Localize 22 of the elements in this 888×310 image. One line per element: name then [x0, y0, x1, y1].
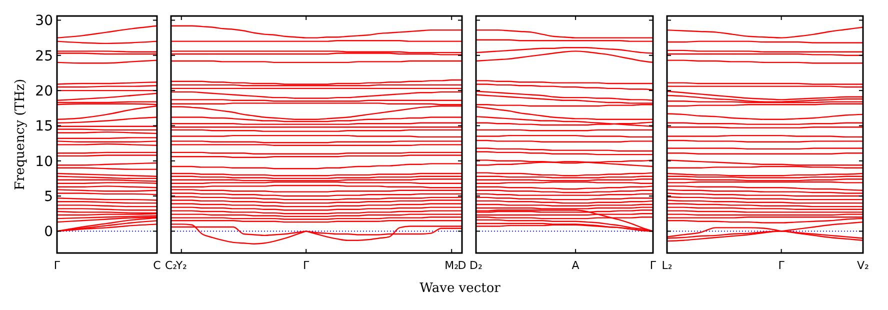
y-tick-label: 5: [44, 188, 53, 205]
y-tick-label: 15: [35, 118, 53, 135]
x-tick-label: Γ: [303, 259, 310, 272]
x-axis-title: Wave vector: [420, 281, 502, 296]
x-tick-label: C₂: [164, 259, 178, 272]
x-tick-label: V₂: [857, 259, 869, 272]
x-tick-label: A: [572, 259, 580, 272]
x-tick-label: Γ: [778, 259, 786, 272]
y-tick-label: 20: [35, 83, 53, 100]
x-tick-label: Y₂: [174, 259, 187, 272]
y-tick-label: 25: [35, 48, 53, 64]
x-tick-label: Γ: [54, 259, 61, 272]
x-tick-label: C: [153, 259, 162, 272]
y-axis-title: Frequency (THz): [13, 78, 28, 190]
x-tick-label: D₂: [470, 259, 482, 272]
y-tick-label: 30: [35, 13, 53, 30]
y-tick-label: 0: [44, 224, 53, 240]
x-tick-label: D: [458, 259, 466, 272]
x-tick-label: Γ: [650, 259, 657, 272]
x-tick-label: M₂: [444, 259, 459, 272]
y-tick-label: 10: [35, 154, 53, 170]
x-tick-label: L₂: [662, 259, 672, 272]
